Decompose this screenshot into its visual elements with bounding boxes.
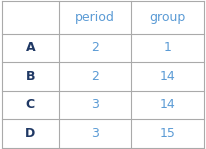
Text: period: period [75,11,115,24]
Text: 3: 3 [91,98,99,111]
Text: 15: 15 [160,127,176,140]
Text: 14: 14 [160,70,176,83]
Text: 2: 2 [91,70,99,83]
Text: 2: 2 [91,41,99,54]
Text: A: A [26,41,35,54]
Text: 3: 3 [91,127,99,140]
Text: 14: 14 [160,98,176,111]
Text: B: B [26,70,35,83]
Text: group: group [150,11,186,24]
Text: 1: 1 [164,41,172,54]
Text: D: D [25,127,35,140]
Text: C: C [26,98,35,111]
